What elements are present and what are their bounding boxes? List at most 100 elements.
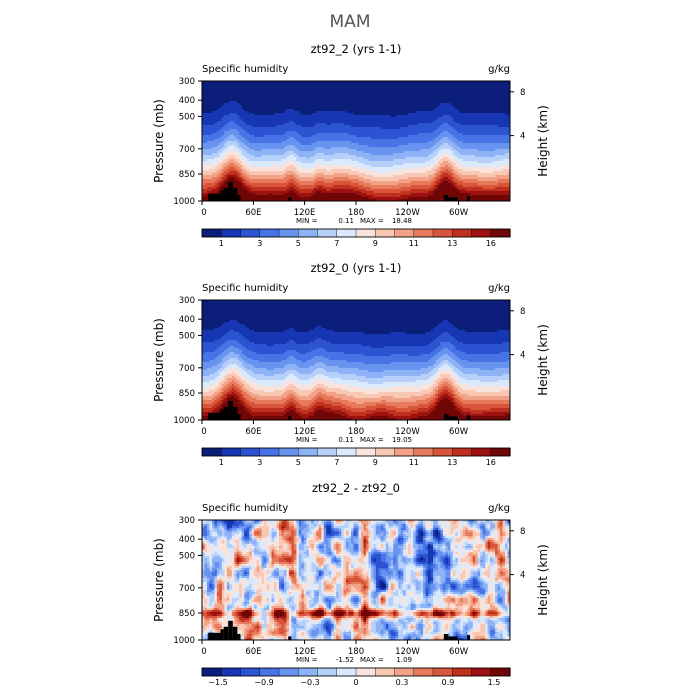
pressure-tick-label: 700 [179, 145, 195, 155]
terrain-mask [448, 197, 458, 201]
colorbar-segment [432, 447, 453, 457]
colorbar-label: 9 [373, 458, 378, 467]
pressure-tick-label: 400 [179, 535, 195, 545]
colorbar-segment [298, 667, 319, 677]
height-tick-label: 4 [520, 571, 525, 581]
longitude-tick-label: 120W [395, 208, 420, 218]
terrain-mask [223, 187, 229, 201]
max-label: MAX = [360, 217, 384, 225]
colorbar: 1 3 5 7 9 11 13 16 [201, 228, 511, 248]
y-axis-label-right: Height (km) [536, 324, 550, 395]
height-tick-label: 4 [520, 351, 525, 361]
pressure-tick-label: 500 [179, 551, 195, 561]
longitude-tick-label: 120E [294, 427, 316, 437]
colorbar-segment [278, 447, 299, 457]
colorbar: −1.5 −0.9 −0.3 0 0.3 0.9 1.5 [201, 667, 511, 687]
colorbar-frame [201, 667, 511, 677]
terrain-mask [223, 626, 229, 640]
colorbar-segment [317, 447, 338, 457]
panel-title: zt92_2 (yrs 1-1) [311, 42, 402, 56]
pressure-tick-label: 850 [179, 609, 195, 619]
units-label: g/kg [488, 64, 510, 75]
units-label: g/kg [488, 503, 510, 514]
colorbar-segment [240, 228, 261, 238]
colorbar-label: 11 [409, 239, 419, 248]
colorbar-frame [201, 228, 511, 238]
terrain-mask [220, 190, 224, 201]
min-label: MIN = [296, 656, 318, 664]
variable-label: Specific humidity [202, 64, 288, 75]
colorbar-segment [201, 228, 222, 238]
terrain-mask [208, 632, 221, 640]
colorbar-segment [221, 447, 242, 457]
min-value: 0.11 [338, 217, 354, 225]
pressure-tick-label: 1000 [173, 416, 195, 426]
colorbar-label: 3 [257, 239, 262, 248]
y-axis-label: Pressure (mb) [152, 99, 166, 183]
terrain-mask [237, 414, 241, 420]
colorbar-segment [336, 447, 357, 457]
pressure-tick-label: 1000 [173, 197, 195, 207]
contour-field [202, 81, 510, 201]
contour-field [202, 300, 510, 420]
colorbar-label: 7 [334, 458, 339, 467]
colorbar-label: 1 [219, 239, 224, 248]
terrain-mask [466, 196, 470, 201]
colorbar-segment [259, 228, 280, 238]
height-tick-label: 8 [520, 527, 525, 537]
colorbar-segment [490, 228, 511, 238]
colorbar-segment [278, 667, 299, 677]
colorbar-segment [432, 667, 453, 677]
terrain-mask [466, 635, 470, 640]
longitude-tick-label: 180 [348, 208, 364, 218]
longitude-tick-label: 120W [395, 427, 420, 437]
colorbar-label: 13 [447, 239, 457, 248]
max-value: 18.48 [392, 217, 412, 225]
terrain-mask [448, 636, 458, 640]
colorbar-label: 16 [486, 239, 496, 248]
colorbar-segment [471, 447, 492, 457]
units-label: g/kg [488, 283, 510, 294]
pressure-tick-label: 400 [179, 96, 195, 106]
pressure-tick-label: 1000 [173, 636, 195, 646]
pressure-tick-label: 850 [179, 170, 195, 180]
colorbar-label: 0.9 [442, 678, 455, 687]
colorbar-segment [240, 667, 261, 677]
terrain-mask [220, 409, 224, 420]
colorbar-label: −0.9 [254, 678, 273, 687]
min-value: -1.52 [336, 656, 354, 664]
terrain-mask [443, 195, 449, 201]
terrain-mask [208, 193, 221, 201]
terrain-mask [220, 629, 224, 640]
colorbar-label: 1 [219, 458, 224, 467]
colorbar-segment [394, 667, 415, 677]
colorbar-label: 11 [409, 458, 419, 467]
colorbar-segment [298, 447, 319, 457]
colorbar-segment [432, 228, 453, 238]
colorbar-segment [221, 667, 242, 677]
longitude-tick-label: 60E [245, 427, 261, 437]
longitude-tick-label: 60E [245, 208, 261, 218]
colorbar-segment [452, 447, 473, 457]
colorbar-label: 9 [373, 239, 378, 248]
colorbar-label: −0.3 [300, 678, 319, 687]
terrain-mask [288, 197, 292, 201]
colorbar-segment [413, 447, 434, 457]
longitude-tick-label: 120E [294, 208, 316, 218]
colorbar-segment [471, 228, 492, 238]
terrain-mask [208, 412, 221, 420]
colorbar-segment [452, 667, 473, 677]
pressure-tick-label: 700 [179, 364, 195, 374]
colorbar-segment [413, 228, 434, 238]
colorbar-segment [452, 228, 473, 238]
colorbar-segment [221, 228, 242, 238]
colorbar-segment [259, 667, 280, 677]
max-value: 1.09 [396, 656, 412, 664]
panel-title: zt92_2 - zt92_0 [312, 481, 400, 495]
terrain-mask [443, 414, 449, 420]
colorbar-label: 13 [447, 458, 457, 467]
colorbar-segment [201, 447, 222, 457]
terrain-mask [223, 406, 229, 420]
longitude-tick-label: 0 [201, 647, 206, 657]
y-axis-label: Pressure (mb) [152, 318, 166, 402]
